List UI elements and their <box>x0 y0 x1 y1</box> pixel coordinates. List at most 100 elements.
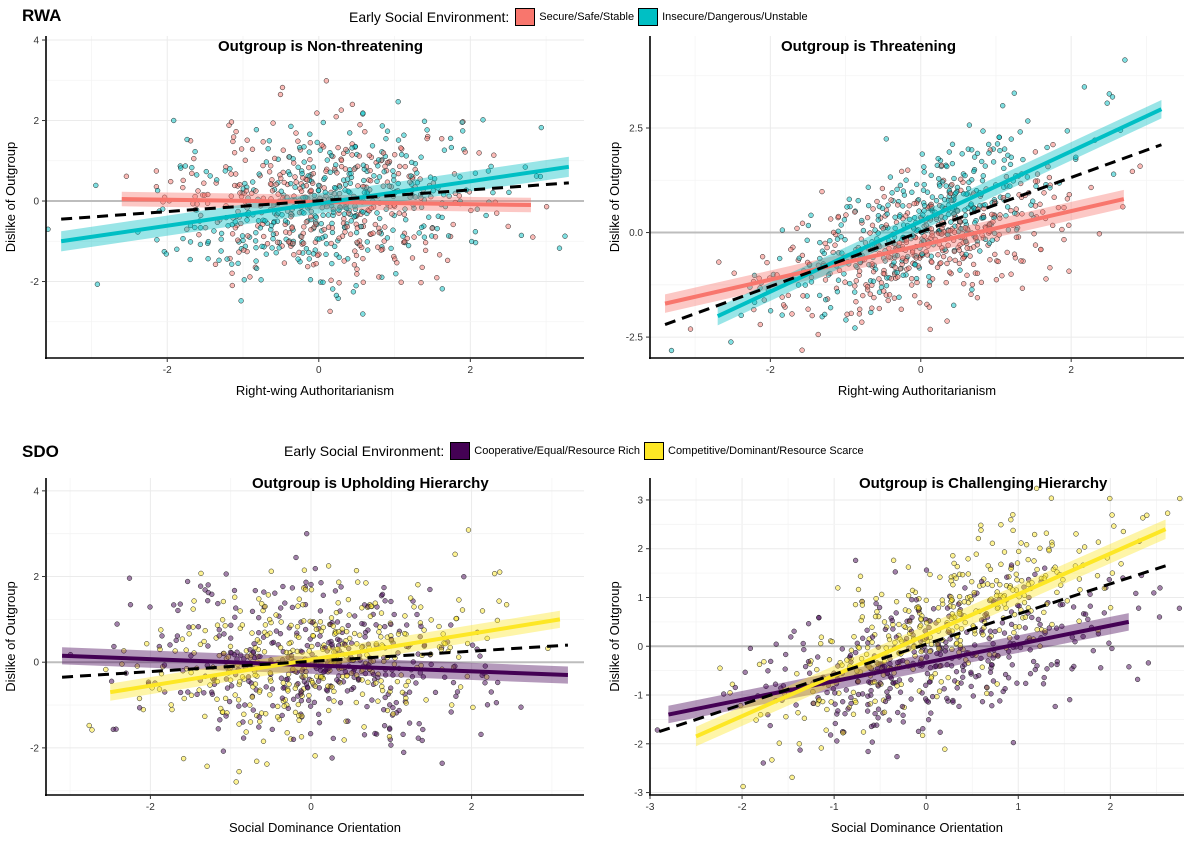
data-point <box>929 230 935 236</box>
data-point <box>338 157 345 164</box>
data-point <box>283 676 290 683</box>
data-point <box>751 306 757 313</box>
data-point <box>321 185 327 191</box>
data-point <box>372 730 378 737</box>
data-point <box>395 170 402 177</box>
data-point <box>320 624 326 631</box>
data-point <box>378 247 384 253</box>
data-point <box>954 184 961 191</box>
data-point <box>361 732 368 738</box>
data-point <box>311 699 318 706</box>
data-point <box>325 212 332 218</box>
data-point <box>738 312 744 319</box>
data-point <box>345 718 351 724</box>
data-point <box>783 651 789 658</box>
data-point <box>243 188 250 194</box>
data-point <box>186 624 192 630</box>
data-point <box>357 632 363 638</box>
data-point <box>731 270 737 276</box>
data-point <box>361 177 367 184</box>
data-point <box>958 176 964 182</box>
data-point <box>982 612 988 618</box>
data-point <box>202 713 208 720</box>
data-point <box>805 306 811 312</box>
data-point <box>246 678 252 684</box>
data-point <box>937 729 943 735</box>
data-point <box>969 286 975 293</box>
data-point <box>827 305 834 311</box>
data-point <box>1032 666 1038 673</box>
data-point <box>765 712 771 718</box>
data-point <box>459 607 466 613</box>
data-point <box>417 176 423 182</box>
data-point <box>267 181 274 187</box>
data-point <box>951 560 957 567</box>
data-point <box>190 606 196 612</box>
data-point <box>394 260 400 266</box>
data-point <box>978 279 985 286</box>
data-point <box>979 178 986 184</box>
data-point <box>894 269 900 276</box>
data-point <box>1016 603 1022 609</box>
data-point <box>360 183 366 190</box>
data-point <box>962 218 968 224</box>
data-point <box>266 138 272 144</box>
data-point <box>848 694 854 701</box>
data-point <box>457 174 463 180</box>
data-point <box>1059 623 1065 629</box>
data-point <box>881 619 888 625</box>
data-point <box>1052 564 1058 570</box>
data-point <box>93 182 99 189</box>
data-point <box>184 578 191 585</box>
data-point <box>1005 192 1011 199</box>
data-point <box>892 264 898 271</box>
data-point <box>892 225 898 231</box>
data-point <box>253 258 259 264</box>
data-point <box>447 135 454 142</box>
data-point <box>402 206 408 212</box>
data-point <box>269 686 276 692</box>
data-point <box>296 249 302 256</box>
data-point <box>386 733 393 740</box>
data-point <box>108 678 115 684</box>
data-point <box>216 633 222 639</box>
data-point <box>876 276 882 282</box>
data-point <box>230 134 237 140</box>
data-point <box>253 188 259 194</box>
data-point <box>338 107 344 113</box>
data-point <box>926 282 933 289</box>
data-point <box>245 233 251 239</box>
data-point <box>302 673 308 679</box>
data-point <box>290 240 296 247</box>
data-point <box>292 685 298 692</box>
data-point <box>809 312 815 319</box>
data-point <box>954 624 960 630</box>
data-point <box>477 653 483 659</box>
y-tick-label: 0 <box>33 658 39 669</box>
data-point <box>822 311 828 318</box>
data-point <box>264 761 270 767</box>
data-point <box>927 648 933 655</box>
data-point <box>283 649 290 656</box>
data-point <box>378 678 384 684</box>
data-point <box>227 643 234 650</box>
data-point <box>939 179 946 185</box>
data-point <box>848 647 855 653</box>
data-point <box>869 305 875 311</box>
data-point <box>974 224 981 231</box>
data-point <box>978 527 984 533</box>
data-point <box>1022 614 1029 620</box>
data-point <box>769 757 775 763</box>
data-point <box>338 163 345 170</box>
data-point <box>256 689 263 695</box>
data-point <box>298 698 305 704</box>
data-point <box>332 243 338 250</box>
data-point <box>852 557 859 564</box>
data-point <box>1109 570 1116 576</box>
data-point <box>308 587 315 593</box>
data-point <box>856 268 863 274</box>
data-point <box>300 602 306 608</box>
data-point <box>1032 242 1039 248</box>
data-point <box>835 663 841 669</box>
data-point <box>1073 154 1079 160</box>
